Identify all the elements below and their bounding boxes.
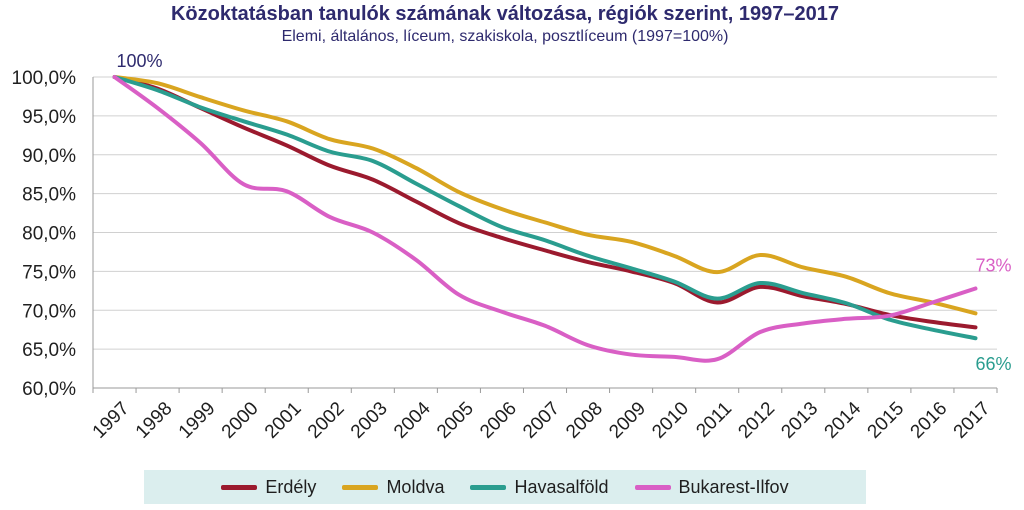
x-tick-label: 2011 [692,398,736,442]
legend-swatch [221,484,258,490]
x-tick-label: 2017 [950,398,995,443]
chart-subtitle: Elemi, általános, líceum, szakiskola, po… [281,28,729,45]
x-tick-label: 2009 [605,398,650,443]
x-tick-label: 2001 [261,398,306,443]
data-label: 73% [975,255,1011,275]
x-tick-label: 2002 [304,398,349,443]
x-tick-label: 2013 [777,398,822,443]
legend-item-erd-ly: Erdély [221,477,316,498]
legend-item-havasalf-ld: Havasalföld [470,476,609,498]
x-tick-label: 2008 [562,398,607,443]
y-tick-label: 100,0% [12,68,77,89]
x-tick-label: 2006 [476,398,521,443]
series-line-bukarest-ilfov [112,75,978,363]
data-label: 100% [117,51,163,71]
y-tick-label: 65,0% [22,340,76,361]
legend-swatch [470,484,507,490]
y-tick-label: 80,0% [22,224,76,245]
x-tick-label: 1999 [175,398,220,443]
y-tick-label: 60,0% [22,379,76,400]
chart-title: Közoktatásban tanulók számának változása… [170,3,840,25]
legend-label: Moldva [386,476,445,497]
chart-legend: Erdély Moldva Havasalföld Bukarest-Ilfov [144,470,866,504]
legend-label: Erdély [265,476,317,497]
legend-item-moldva: Moldva [342,477,444,498]
x-tick-label: 2005 [433,398,478,443]
legend-swatch [634,484,671,490]
x-tick-label: 1998 [132,398,177,443]
x-tick-label: 2007 [519,398,564,443]
legend-label: Bukarest-Ilfov [678,476,789,497]
x-tick-label: 2003 [347,398,392,443]
x-tick-label: 2016 [907,398,952,443]
line-chart: 60,0% 65,0% 70,0% 75,0% 80,0% 85,0% 90,0% 95,0%… [12,51,1012,443]
x-tick-label: 2012 [734,398,779,443]
y-tick-label: 90,0% [22,146,76,167]
legend-label: Havasalföld [514,476,609,497]
series-line-havasalf-ld [112,75,978,341]
legend-swatch [342,484,379,490]
x-tick-label: 2000 [218,398,263,443]
legend-item-bukarest-ilfov: Bukarest-Ilfov [634,476,789,498]
data-label: 66% [975,354,1011,374]
y-tick-label: 75,0% [22,262,76,283]
x-tick-label: 2015 [864,398,909,443]
y-tick-label: 85,0% [22,185,76,206]
series-line-erd-ly [112,75,978,330]
x-tick-label: 2010 [648,398,693,443]
x-tick-label: 2004 [390,398,435,443]
y-tick-label: 70,0% [22,301,76,322]
x-tick-label: 2014 [821,398,866,443]
x-tick-label: 1997 [89,398,134,443]
y-tick-label: 95,0% [22,107,76,128]
series-line-moldva [112,75,978,316]
